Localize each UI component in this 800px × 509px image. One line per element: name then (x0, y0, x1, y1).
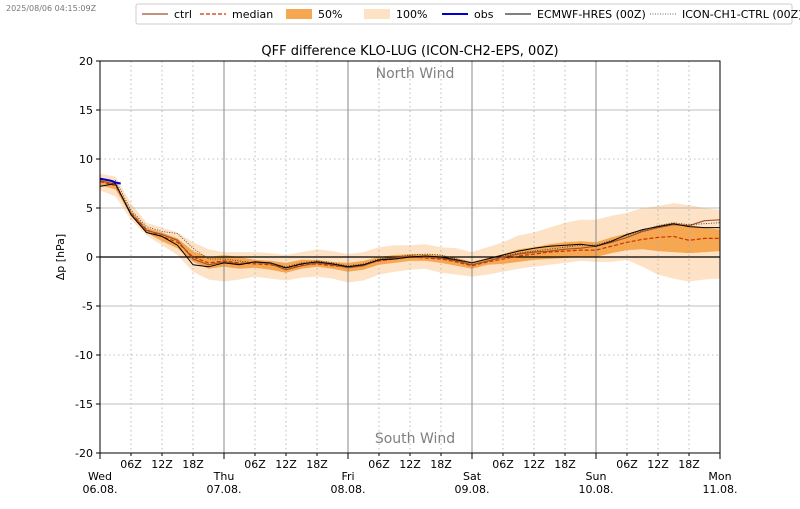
y-tick-label: 15 (79, 104, 93, 117)
x-tick-label-hour: 06Z (368, 458, 390, 471)
legend-item-ecmwf: ECMWF-HRES (00Z) (505, 8, 646, 21)
x-tick-label-hour: 18Z (554, 458, 576, 471)
legend: ctrl median 50% 100% obs ECMWF-HRES (00Z) ICON… (135, 3, 800, 25)
x-tick-label-hour: 06Z (120, 458, 142, 471)
x-tick-label-hour: 18Z (430, 458, 452, 471)
timestamp: 2025/08/06 04:15:09Z (6, 4, 97, 13)
series-line-ctrl (99, 180, 721, 271)
x-tick-label-date: 08.08. (331, 483, 366, 496)
legend-label-icon1: ICON-CH1-CTRL (00Z) (682, 8, 800, 21)
legend-label-ecmwf: ECMWF-HRES (00Z) (537, 8, 646, 21)
x-tick-label-hour: 12Z (275, 458, 297, 471)
x-tick-label-hour: 12Z (399, 458, 421, 471)
y-tick-label: -20 (75, 447, 93, 460)
x-tick-label-hour: 18Z (306, 458, 328, 471)
north-wind-label: North Wind (376, 66, 455, 82)
legend-swatch-p50 (286, 9, 312, 19)
series-line-obs (99, 177, 121, 185)
legend-label-obs: obs (474, 8, 494, 21)
y-axis-label: Δp [hPa] (54, 234, 67, 280)
legend-item-median: median (200, 8, 273, 21)
legend-label-median: median (232, 8, 273, 21)
x-tick-label-date: 11.08. (703, 483, 738, 496)
x-tick-label-hour: 12Z (647, 458, 669, 471)
x-tick-label-day: Sat (463, 470, 482, 483)
x-tick-label-hour: 06Z (616, 458, 638, 471)
legend-swatch-p100 (364, 9, 390, 19)
south-wind-label: South Wind (375, 431, 455, 447)
legend-item-icon1: ICON-CH1-CTRL (00Z) (650, 8, 800, 21)
chart-title: QFF difference KLO-LUG (ICON-CH2-EPS, 00… (261, 44, 558, 59)
legend-item-ctrl: ctrl (142, 8, 192, 21)
y-tick-label: 5 (86, 202, 93, 215)
legend-label-ctrl: ctrl (174, 8, 192, 21)
x-tick-label-hour: 12Z (523, 458, 545, 471)
x-tick-label-date: 07.08. (207, 483, 242, 496)
x-tick-label-hour: 12Z (151, 458, 173, 471)
y-tick-label: -10 (75, 349, 93, 362)
y-tick-label: -5 (82, 300, 93, 313)
x-tick-label-date: 06.08. (83, 483, 118, 496)
y-tick-label: 0 (86, 251, 93, 264)
x-tick-label-day: Fri (341, 470, 354, 483)
y-tick-label: 20 (79, 55, 93, 68)
legend-item-p100: 100% (364, 8, 427, 21)
x-tick-label-hour: 06Z (492, 458, 514, 471)
legend-item-p50: 50% (286, 8, 342, 21)
legend-label-p100: 100% (396, 8, 427, 21)
x-tick-label-hour: 18Z (182, 458, 204, 471)
legend-item-obs: obs (442, 8, 494, 21)
x-tick-label-hour: 06Z (244, 458, 266, 471)
x-tick-label-day: Wed (88, 470, 112, 483)
x-tick-label-date: 09.08. (455, 483, 490, 496)
x-tick-label-day: Sun (586, 470, 607, 483)
x-tick-label-day: Mon (708, 470, 731, 483)
y-tick-label: 10 (79, 153, 93, 166)
x-tick-label-day: Thu (213, 470, 235, 483)
legend-label-p50: 50% (318, 8, 342, 21)
series-line-icon1 (99, 179, 721, 268)
y-tick-label: -15 (75, 398, 93, 411)
x-tick-label-hour: 18Z (678, 458, 700, 471)
x-tick-label-date: 10.08. (579, 483, 614, 496)
